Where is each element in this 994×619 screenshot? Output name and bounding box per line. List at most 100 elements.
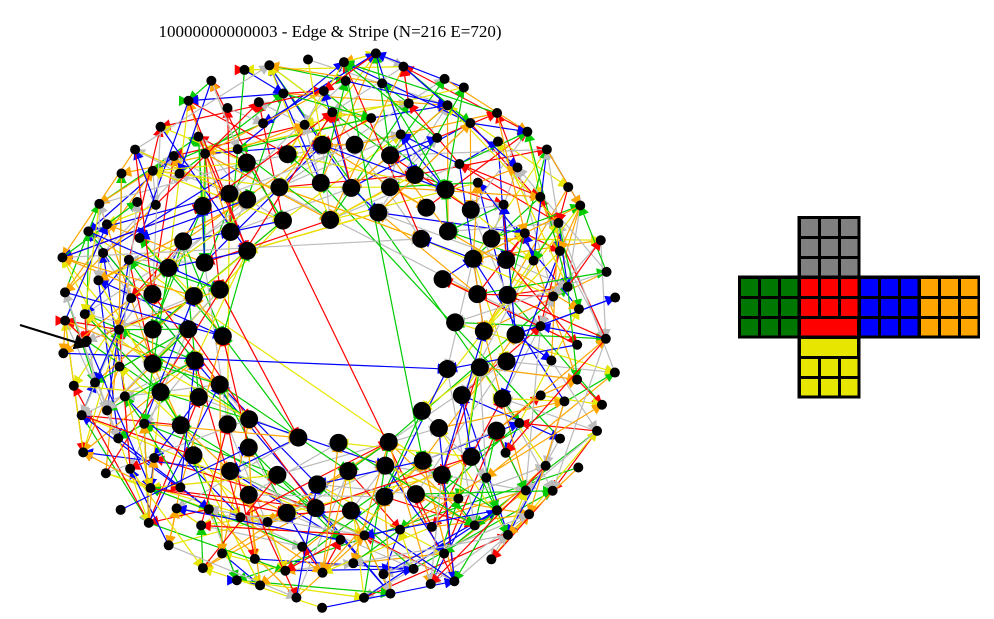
graph-node xyxy=(461,200,480,219)
graph-edge xyxy=(557,222,582,311)
cube-sticker xyxy=(799,217,820,238)
graph-node xyxy=(171,416,190,435)
graph-node xyxy=(465,118,476,129)
graph-edge xyxy=(196,524,207,569)
cube-sticker xyxy=(839,217,860,238)
graph-edge xyxy=(471,372,616,458)
graph-node xyxy=(398,61,409,72)
graph-edge xyxy=(87,231,132,300)
graph-node xyxy=(426,521,437,532)
graph-node xyxy=(339,462,358,481)
graph-edge xyxy=(138,199,248,240)
graph-edge xyxy=(61,256,154,365)
graph-edge xyxy=(307,59,327,146)
graph-edge xyxy=(347,470,401,531)
graph-node xyxy=(210,375,229,394)
graph-node xyxy=(306,499,325,518)
graph-node xyxy=(303,54,314,65)
graph-node xyxy=(90,377,101,388)
graph-edge xyxy=(134,64,271,151)
graph-edge xyxy=(550,360,598,432)
graph-edge xyxy=(389,154,449,232)
graph-node xyxy=(482,229,501,248)
graph-edge xyxy=(399,65,411,104)
cube-face-back xyxy=(917,275,980,339)
graph-edge xyxy=(514,296,616,337)
graph-node xyxy=(375,487,394,506)
graph-edge xyxy=(447,218,560,233)
graph-node xyxy=(145,483,156,494)
cube-sticker xyxy=(839,377,860,398)
cube-sticker xyxy=(939,317,960,338)
cube-sticker xyxy=(819,257,840,278)
graph-node xyxy=(432,132,443,143)
cube-sticker xyxy=(799,337,859,358)
graph-edge xyxy=(518,418,598,432)
graph-edge xyxy=(61,255,194,297)
graph-node xyxy=(249,553,260,564)
graph-edge xyxy=(338,442,476,526)
graph-edge xyxy=(453,510,498,583)
graph-edge xyxy=(454,271,607,325)
graph-node xyxy=(405,165,424,184)
graph-edge xyxy=(118,366,154,490)
graph-edge xyxy=(599,240,611,340)
graph-edge xyxy=(470,122,529,136)
graph-edge xyxy=(343,62,427,462)
cube-sticker xyxy=(819,357,840,378)
graph-edge xyxy=(483,250,561,332)
graph-edge xyxy=(106,360,196,411)
graph-edge xyxy=(180,424,231,472)
graph-edge xyxy=(501,396,598,432)
graph-edge xyxy=(387,441,476,526)
graph-edge xyxy=(504,338,607,454)
graph-edge xyxy=(80,203,100,316)
graph-node xyxy=(497,352,516,371)
graph-edge xyxy=(210,80,240,151)
graph-edge xyxy=(61,205,203,260)
graph-node xyxy=(520,485,531,496)
graph-edge xyxy=(207,505,365,536)
graph-node xyxy=(195,253,214,272)
cube-sticker xyxy=(859,297,880,318)
graph-edge xyxy=(321,526,433,574)
graph-edge xyxy=(165,487,181,547)
graph-node xyxy=(155,121,166,132)
graph-edge xyxy=(383,565,415,576)
graph-node xyxy=(378,569,389,580)
graph-edge xyxy=(138,237,224,337)
graph-node xyxy=(185,351,204,370)
graph-edge xyxy=(97,199,248,281)
graph-node xyxy=(369,203,388,222)
graph-edge xyxy=(490,438,561,561)
cube-sticker xyxy=(919,317,940,338)
graph-edge xyxy=(99,160,248,205)
graph-edge xyxy=(159,389,250,420)
graph-edge xyxy=(532,222,559,262)
graph-node xyxy=(535,321,546,332)
graph-node xyxy=(321,210,340,229)
graph-node xyxy=(149,452,160,463)
graph-node xyxy=(60,315,71,326)
graph-node xyxy=(222,103,233,114)
graph-edge xyxy=(399,404,603,531)
graph-edge xyxy=(319,470,349,574)
graph-node xyxy=(221,222,240,241)
graph-edge xyxy=(248,494,298,599)
cube-sticker xyxy=(799,317,859,338)
graph-node xyxy=(239,64,250,75)
graph-node xyxy=(113,433,124,444)
graph-node xyxy=(493,389,512,408)
graph-edge xyxy=(216,384,228,555)
graph-node xyxy=(338,57,349,68)
cube-sticker xyxy=(899,277,920,298)
graph-node xyxy=(487,421,506,440)
graph-node xyxy=(175,482,186,493)
graph-edge xyxy=(283,92,449,110)
graph-edge xyxy=(389,154,472,211)
graph-node xyxy=(114,324,125,335)
graph-node xyxy=(370,48,381,59)
cube-sticker xyxy=(879,277,900,298)
graph-node xyxy=(609,367,620,378)
graph-node xyxy=(210,280,229,299)
